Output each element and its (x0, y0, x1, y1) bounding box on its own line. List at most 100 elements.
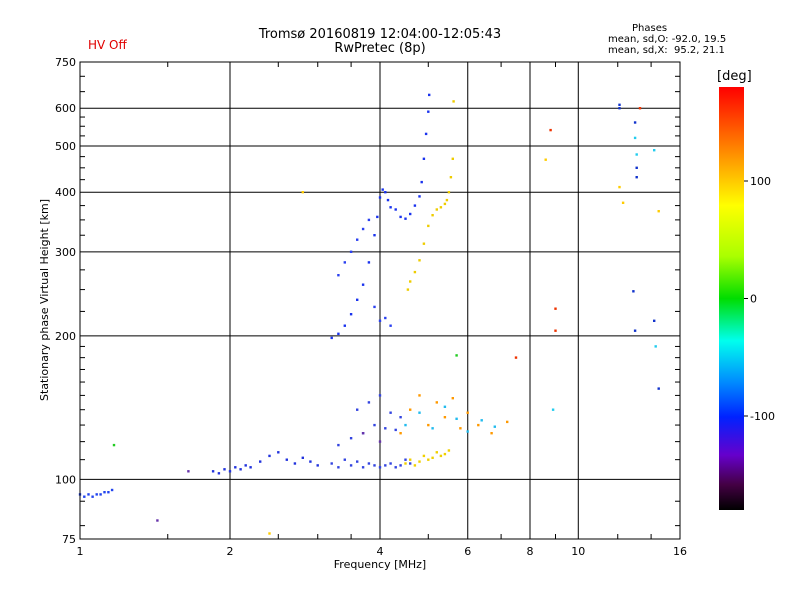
data-point (549, 128, 552, 132)
data-point (633, 136, 637, 140)
data-point (330, 462, 333, 465)
hv-status: HV Off (88, 38, 127, 52)
data-point (228, 470, 232, 473)
data-point (373, 423, 376, 427)
data-point (361, 227, 365, 231)
y-axis-label: Stationary phase Virtual Height [km] (38, 199, 51, 401)
data-point (427, 110, 430, 113)
data-point (633, 329, 637, 332)
data-point (386, 198, 390, 202)
chart-title: Tromsø 20160819 12:04:00-12:05:43 (258, 27, 502, 42)
data-point (373, 305, 376, 309)
data-point (404, 458, 407, 461)
data-point (618, 107, 621, 110)
data-point (466, 430, 469, 433)
data-point (156, 519, 159, 522)
data-point (83, 495, 86, 498)
data-point (285, 458, 288, 461)
data-point (443, 405, 447, 408)
data-point (632, 290, 635, 293)
data-point (420, 180, 423, 184)
data-point (404, 217, 407, 220)
data-point (367, 218, 371, 222)
data-point (343, 324, 346, 327)
colorbar-unit: [deg] (717, 69, 752, 84)
data-point (337, 443, 340, 447)
data-point (91, 495, 94, 498)
x-tick-label: 6 (464, 545, 471, 558)
data-point (378, 440, 382, 443)
data-point (638, 107, 642, 110)
data-point (635, 166, 638, 169)
y-axis-ticks: 75 100 200 300 400 500 600 750 (55, 56, 680, 546)
plot-grid (80, 62, 680, 539)
data-point (490, 432, 493, 435)
data-point (356, 238, 359, 241)
data-point (443, 202, 447, 206)
data-point (293, 462, 297, 465)
data-point (427, 458, 430, 461)
data-point (413, 204, 417, 207)
data-point (409, 462, 412, 465)
data-point (422, 242, 426, 245)
data-point (427, 423, 430, 427)
colorbar (719, 87, 744, 510)
data-point (356, 298, 359, 301)
data-point (268, 532, 271, 535)
data-point (409, 280, 412, 283)
stats-heading: Phases (632, 23, 668, 34)
data-point (361, 432, 365, 435)
data-point (431, 456, 434, 459)
data-point (554, 307, 557, 310)
data-point (337, 274, 340, 277)
data-point (330, 336, 333, 340)
data-point (657, 387, 660, 390)
data-point (431, 214, 434, 217)
data-point (187, 470, 190, 473)
data-point (439, 206, 443, 209)
data-point (455, 354, 458, 357)
data-point (378, 466, 382, 469)
data-point (103, 491, 106, 494)
data-point (373, 464, 376, 467)
data-point (367, 261, 371, 264)
data-point (455, 417, 458, 420)
data-point (418, 394, 421, 397)
y-tick-label: 200 (55, 330, 76, 343)
data-point (268, 454, 271, 458)
y-tick-label: 500 (55, 140, 76, 153)
data-point (451, 397, 454, 400)
data-point (635, 153, 638, 156)
data-point (551, 408, 555, 411)
data-point (356, 460, 359, 463)
plot-points (78, 93, 660, 535)
colorbar-ticks: 100 0 -100 (744, 175, 775, 423)
data-point (389, 411, 392, 414)
colorbar-tick-label: -100 (750, 410, 775, 423)
stats-x-line: mean, sd,X: 95.2, 21.1 (608, 45, 725, 56)
data-point (99, 493, 102, 496)
y-tick-label: 600 (55, 102, 76, 115)
x-tick-label: 1 (77, 545, 84, 558)
data-point (384, 464, 387, 467)
data-point (554, 329, 557, 332)
data-point (506, 420, 509, 424)
data-point (301, 456, 304, 459)
data-point (87, 493, 90, 496)
data-point (424, 132, 428, 136)
y-tick-label: 75 (62, 533, 76, 546)
data-point (211, 470, 215, 473)
data-point (406, 288, 410, 291)
data-point (409, 212, 412, 216)
data-point (389, 324, 392, 327)
data-point (349, 437, 353, 440)
y-tick-label: 300 (55, 246, 76, 259)
data-point (443, 452, 447, 456)
data-point (107, 491, 110, 494)
data-point (477, 423, 480, 427)
data-point (356, 408, 359, 411)
data-point (394, 208, 397, 211)
data-point (439, 454, 443, 458)
data-point (654, 345, 657, 348)
